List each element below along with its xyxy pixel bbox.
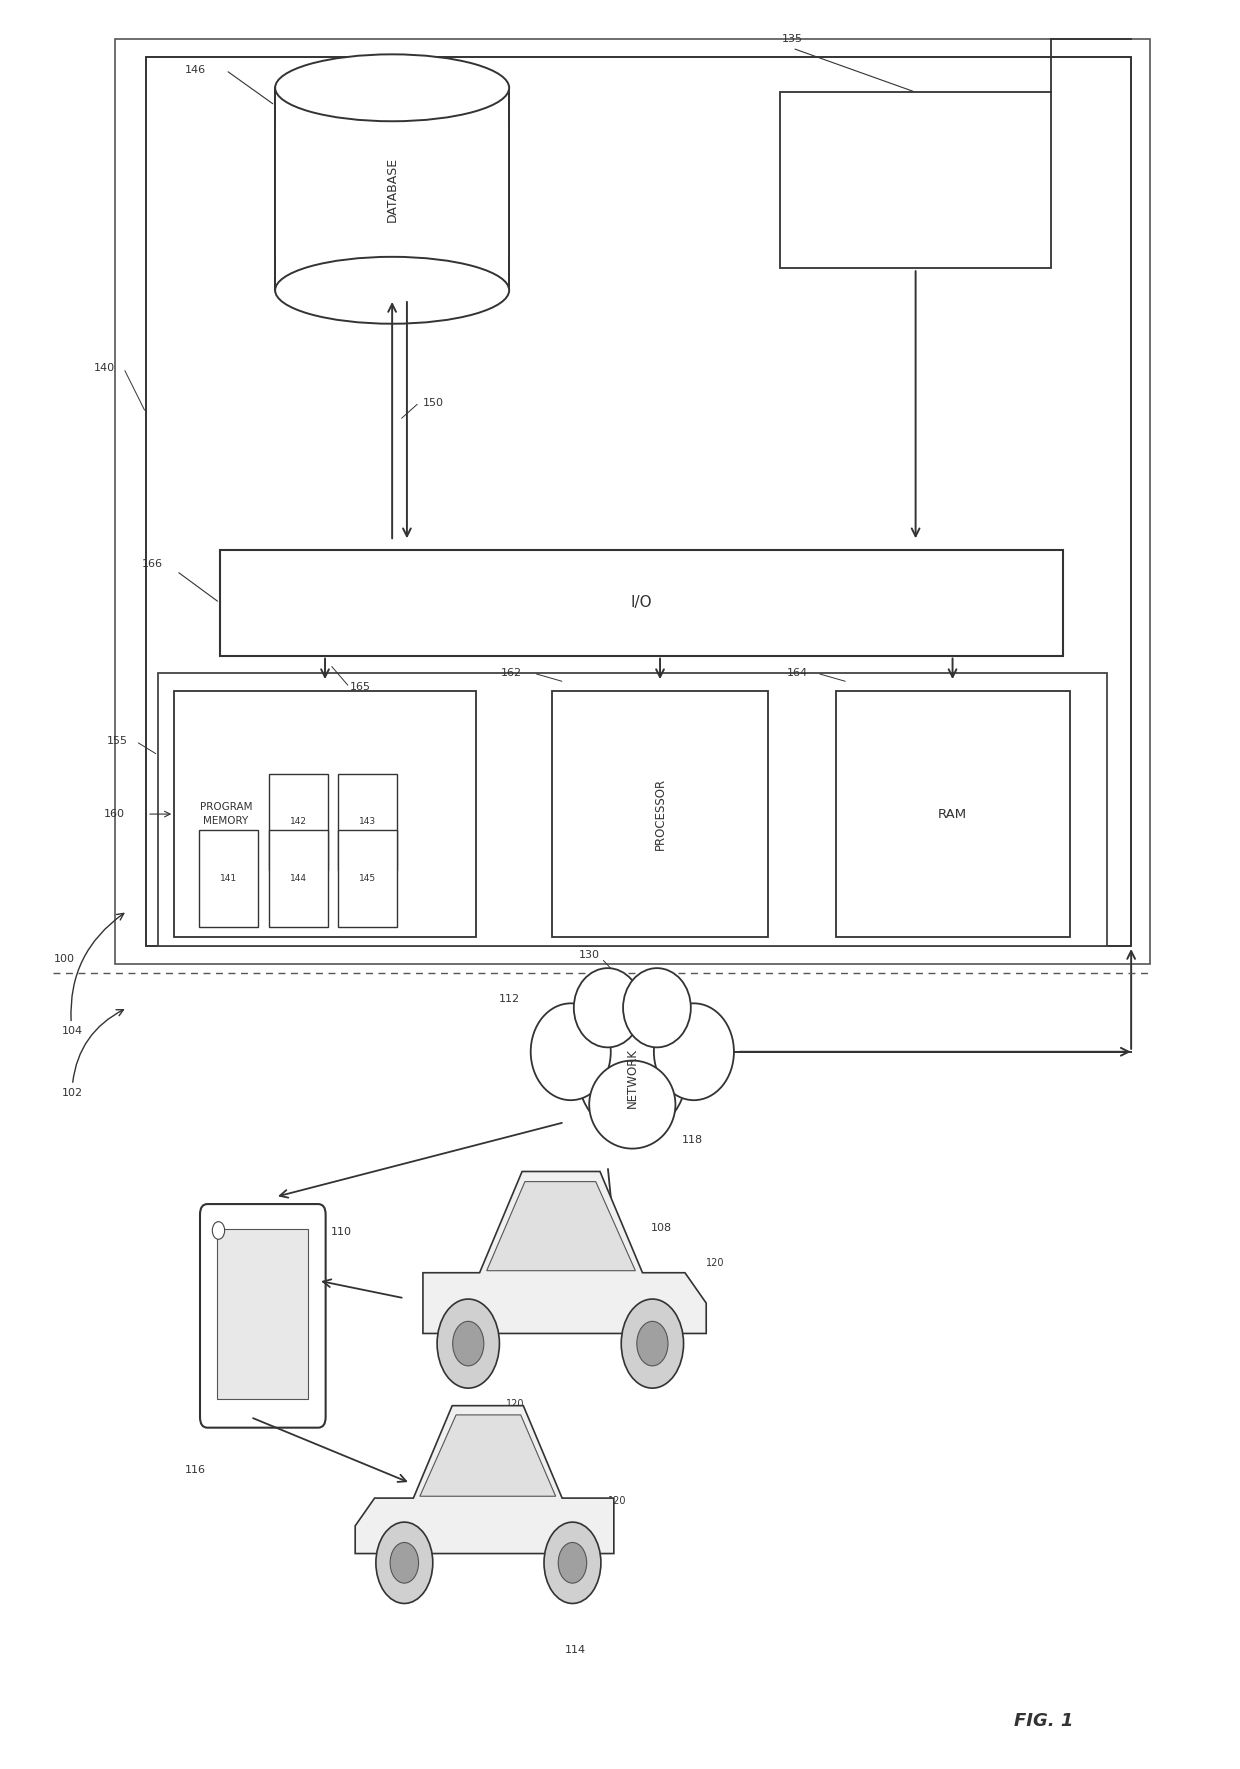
Ellipse shape [574,968,641,1047]
Text: I/O: I/O [631,596,652,610]
FancyBboxPatch shape [200,1205,326,1428]
Text: DATABASE: DATABASE [386,156,398,221]
Bar [217,1229,309,1399]
Text: 165: 165 [350,683,371,692]
Text: 108: 108 [651,1222,672,1233]
Circle shape [376,1521,433,1603]
Ellipse shape [622,968,691,1047]
Ellipse shape [275,257,510,324]
Text: 145: 145 [358,874,376,883]
Circle shape [436,1298,500,1389]
Text: 122: 122 [460,1329,479,1339]
Text: 162: 162 [501,669,522,678]
Text: PROGRAM
MEMORY: PROGRAM MEMORY [200,803,252,826]
Polygon shape [355,1406,614,1553]
Polygon shape [486,1182,635,1270]
Text: 143: 143 [358,817,376,826]
Text: 114: 114 [564,1645,585,1656]
Text: 120: 120 [608,1497,626,1505]
Text: 140: 140 [94,363,115,373]
Text: 118: 118 [682,1134,703,1145]
Bar [159,674,1106,946]
Circle shape [544,1521,601,1603]
Polygon shape [423,1171,707,1334]
Text: 116: 116 [185,1465,206,1475]
Bar [780,92,1052,269]
Bar [146,57,1131,946]
Text: 166: 166 [141,559,162,570]
Circle shape [558,1543,587,1583]
Text: 155: 155 [107,736,128,747]
Circle shape [453,1321,484,1366]
Bar [219,550,1064,656]
Text: NETWORK: NETWORK [626,1049,639,1107]
Text: 141: 141 [219,874,237,883]
Text: 164: 164 [787,669,808,678]
Text: 142: 142 [290,817,308,826]
Ellipse shape [577,1003,688,1136]
Bar [275,122,510,257]
Bar [339,830,397,927]
Bar [198,830,258,927]
Text: 144: 144 [290,874,308,883]
Text: 146: 146 [185,65,206,76]
Ellipse shape [275,55,510,122]
Text: PROCESSOR: PROCESSOR [653,778,667,851]
Text: 104: 104 [61,913,124,1037]
Circle shape [212,1222,224,1240]
Bar [552,692,768,938]
Text: 160: 160 [104,808,125,819]
Bar [269,773,329,870]
Text: 135: 135 [782,34,804,44]
Text: 100: 100 [53,953,74,964]
Bar [269,830,329,927]
Bar [339,773,397,870]
Circle shape [621,1298,683,1389]
Ellipse shape [589,1061,676,1148]
Circle shape [637,1321,668,1366]
Text: 110: 110 [331,1228,352,1237]
Polygon shape [420,1415,556,1497]
Bar [275,88,510,290]
Bar [174,692,476,938]
Ellipse shape [653,1003,734,1100]
Text: RAM: RAM [937,808,967,821]
Circle shape [391,1543,419,1583]
Text: 150: 150 [423,398,444,407]
Ellipse shape [531,1003,611,1100]
Text: 120: 120 [707,1258,724,1268]
Text: 102: 102 [61,1010,124,1099]
Text: 130: 130 [579,950,600,961]
Text: 112: 112 [498,994,520,1005]
Text: 120: 120 [506,1399,525,1408]
Bar [115,39,1149,964]
Bar [836,692,1070,938]
Text: FIG. 1: FIG. 1 [1014,1712,1074,1730]
